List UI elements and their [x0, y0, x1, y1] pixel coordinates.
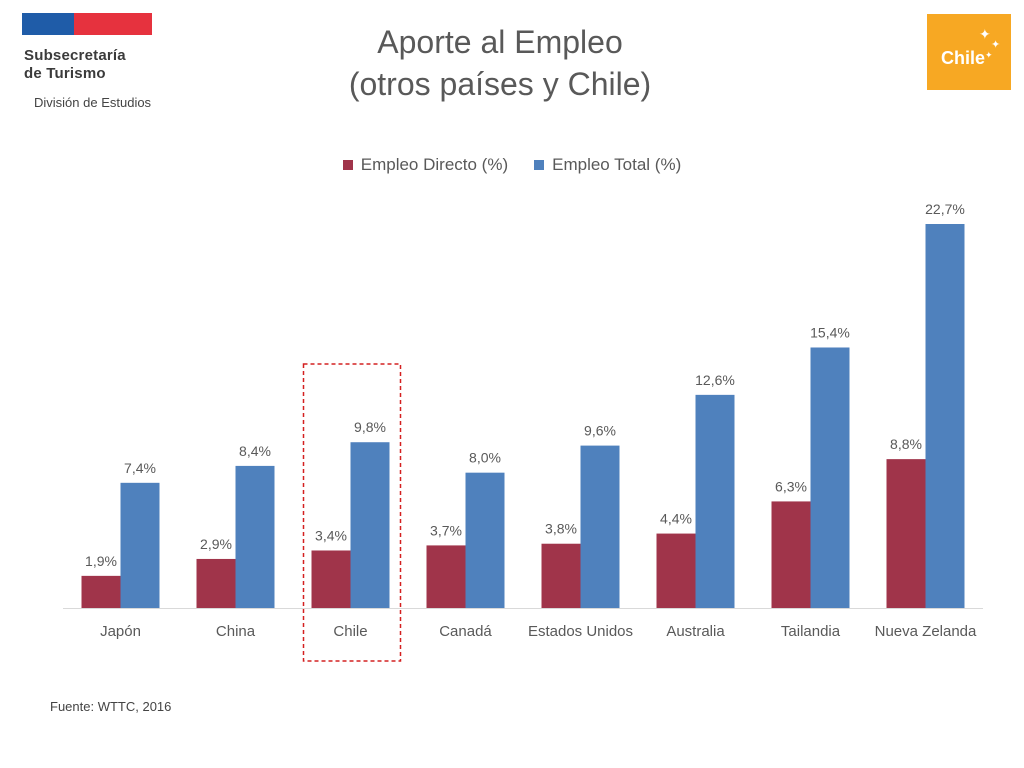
bar-total — [465, 472, 505, 608]
data-label-total: 8,0% — [469, 450, 501, 466]
legend-label-directo: Empleo Directo (%) — [360, 155, 509, 174]
data-label-directo: 6,3% — [775, 478, 807, 494]
bar-directo — [771, 501, 811, 608]
x-tick-label: Nueva Zelanda — [875, 623, 977, 640]
x-tick-label: Australia — [666, 623, 725, 640]
x-tick-label: Tailandia — [781, 623, 841, 640]
bar-total — [350, 442, 390, 608]
brand-logo-text: Chile — [941, 48, 986, 68]
source-note: Fuente: WTTC, 2016 — [50, 699, 172, 714]
bar-total — [695, 394, 735, 608]
legend-item-directo: Empleo Directo (%) — [342, 155, 509, 175]
data-label-total: 8,4% — [239, 443, 271, 459]
data-label-directo: 3,7% — [430, 522, 462, 538]
star-icon: ✦ — [979, 26, 991, 42]
org-name-line-2: de Turismo — [24, 65, 106, 82]
data-label-total: 9,8% — [354, 419, 386, 435]
data-label-total: 9,6% — [584, 423, 616, 439]
legend-swatch-directo — [342, 160, 353, 170]
data-label-total: 15,4% — [810, 324, 850, 340]
chile-flag-stripe — [22, 13, 152, 35]
x-tick-label: Estados Unidos — [528, 623, 633, 640]
bar-total — [925, 224, 965, 608]
bar-directo — [426, 545, 466, 608]
bar-directo — [886, 459, 926, 608]
data-label-total: 7,4% — [124, 460, 156, 476]
chart-title-line-1: Aporte al Empleo — [377, 24, 623, 60]
bar-total — [235, 465, 275, 608]
x-tick-label: Chile — [333, 623, 367, 640]
data-label-directo: 1,9% — [85, 553, 117, 569]
chart-title-line-2: (otros países y Chile) — [348, 66, 652, 102]
flag-red-stripe — [74, 13, 152, 35]
highlight-box-chile — [302, 363, 402, 662]
legend-label-total: Empleo Total (%) — [552, 155, 682, 174]
legend-swatch-total — [534, 160, 545, 170]
data-label-directo: 2,9% — [200, 536, 232, 552]
x-tick-label: Japón — [100, 623, 141, 640]
bar-directo — [541, 543, 581, 608]
x-tick-label: China — [216, 623, 256, 640]
star-icon: ✦ — [991, 39, 1001, 51]
bar-total — [120, 482, 160, 608]
data-label-total: 12,6% — [695, 372, 735, 388]
flag-blue-stripe — [22, 13, 74, 35]
data-label-total: 22,7% — [925, 201, 965, 217]
division-label: División de Estudios — [34, 95, 152, 110]
bar-total — [580, 445, 620, 608]
bar-directo — [656, 533, 696, 608]
data-label-directo: 3,8% — [545, 521, 577, 537]
legend-item-total: Empleo Total (%) — [534, 155, 681, 175]
x-tick-label: Canadá — [439, 623, 492, 640]
bar-total — [810, 347, 850, 608]
star-icon: ✦ — [985, 50, 993, 60]
data-label-directo: 3,4% — [315, 527, 347, 543]
bar-directo — [81, 575, 121, 608]
bar-directo — [196, 558, 236, 608]
chart-legend: Empleo Directo (%) Empleo Total (%) — [0, 155, 1024, 175]
data-label-directo: 8,8% — [890, 436, 922, 452]
org-name-line-1: Subsecretaría — [24, 47, 126, 64]
bar-directo — [311, 550, 351, 608]
data-label-directo: 4,4% — [660, 511, 692, 527]
chile-brand-logo: Chile ✦ ✦ ✦ — [927, 14, 1011, 90]
